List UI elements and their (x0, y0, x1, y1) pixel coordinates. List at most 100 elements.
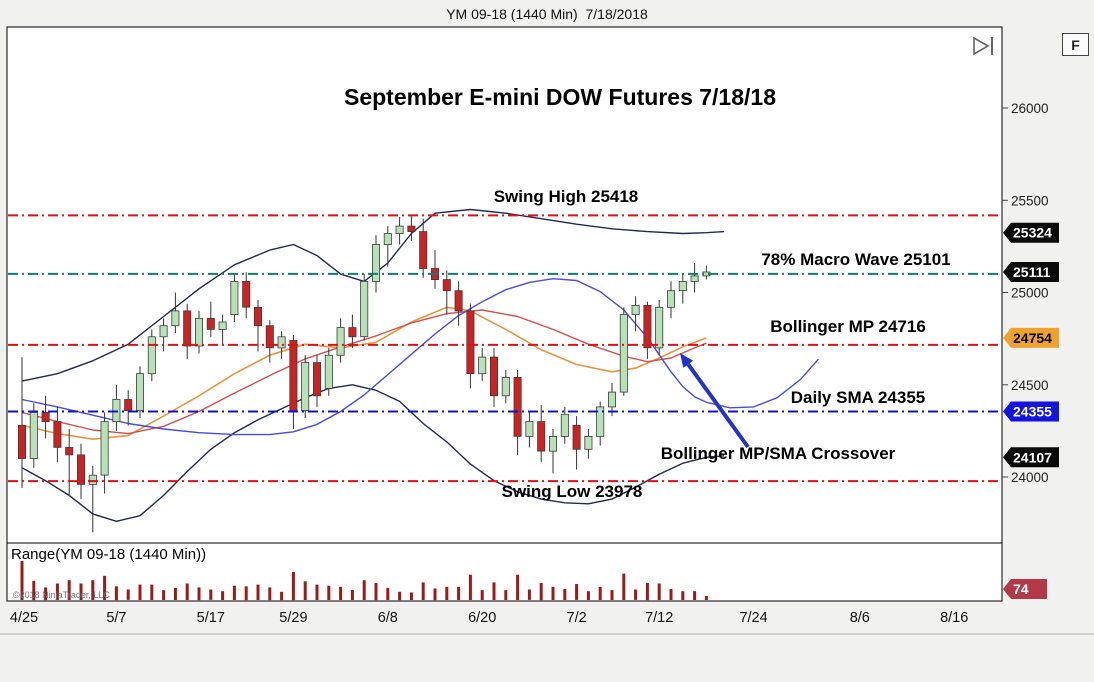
candle-5/2 (77, 454, 86, 485)
range-bar (256, 584, 260, 600)
range-bar (55, 583, 59, 600)
range-bar (421, 582, 425, 600)
range-bar (575, 584, 579, 600)
x-tick-label: 7/24 (739, 610, 767, 626)
annotation-chart-title[interactable]: September E-mini DOW Futures 7/18/18 (344, 84, 776, 110)
hline-label-daily-sma[interactable]: Daily SMA 24355 (791, 388, 926, 407)
candle-7/2 (572, 424, 581, 450)
candle-5/30 (301, 362, 310, 412)
y-tick-label: 26000 (1011, 101, 1049, 116)
candle-5/14 (171, 310, 180, 327)
x-tick-label: 6/8 (378, 610, 398, 626)
candle-5/25 (277, 336, 286, 349)
range-bar (657, 583, 661, 600)
candle-5/10 (147, 336, 156, 375)
range-bar (492, 582, 496, 600)
range-bar (197, 587, 201, 601)
range-bar (539, 583, 543, 601)
x-tick-label: 6/20 (468, 610, 496, 626)
candle-7/17 (690, 275, 699, 282)
range-bar (327, 585, 331, 600)
range-bar (91, 580, 95, 600)
f-button[interactable]: F (1062, 33, 1089, 56)
x-tick-label: 5/7 (106, 610, 126, 626)
candle-6/27 (537, 421, 546, 452)
candle-6/5 (348, 327, 357, 338)
candle-5/24 (265, 325, 274, 349)
go-to-end-icon[interactable] (971, 36, 997, 56)
overlay-ma-blue (21, 278, 820, 436)
y-tick-label: 24500 (1011, 378, 1049, 393)
candle-5/18 (218, 321, 227, 330)
price-marker-value: 74 (1013, 581, 1029, 597)
x-tick-label: 5/29 (279, 610, 307, 626)
range-bar (315, 584, 319, 600)
candle-5/1 (65, 447, 74, 456)
range-bar (114, 586, 118, 601)
candle-4/26 (29, 411, 38, 459)
hline-label-swing-low[interactable]: Swing Low 23978 (502, 482, 643, 501)
hline-label-macro-wave-78[interactable]: 78% Macro Wave 25101 (761, 250, 950, 269)
candle-6/4 (336, 327, 345, 356)
range-bar (457, 586, 461, 600)
candle-5/31 (312, 362, 321, 397)
candle-6/22 (501, 376, 510, 397)
crossover-arrow[interactable] (686, 363, 750, 449)
range-bar (162, 590, 166, 600)
hline-label-swing-high[interactable]: Swing High 25418 (494, 187, 639, 206)
candle-6/18 (454, 290, 463, 312)
x-tick-label: 5/17 (197, 610, 225, 626)
window-title: YM 09-18 (1440 Min) 7/18/2018 (446, 5, 648, 22)
candle-5/29 (289, 340, 298, 411)
candle-6/26 (525, 421, 534, 437)
candle-6/20 (478, 356, 487, 375)
price-marker-value: 24754 (1013, 330, 1052, 346)
overlay-bollinger-lower (21, 384, 725, 522)
candle-6/19 (466, 310, 475, 374)
candle-7/16 (678, 280, 687, 291)
candle-6/12 (407, 225, 416, 233)
x-tick-label: 8/16 (940, 610, 968, 626)
candle-5/4 (100, 421, 109, 476)
candle-6/8 (383, 233, 392, 246)
range-bar (693, 591, 697, 600)
candle-5/9 (135, 373, 144, 412)
range-bar (480, 590, 484, 600)
chart-border (6, 26, 1003, 602)
range-bar (280, 591, 284, 601)
candle-6/25 (513, 376, 522, 437)
price-marker-24107 (1003, 447, 1059, 468)
hline-label-bollinger-mp[interactable]: Bollinger MP 24716 (770, 317, 926, 336)
range-indicator-label: Range(YM 09-18 (1440 Min)) (11, 546, 207, 563)
overlay-sma-red (21, 309, 707, 435)
candle-7/6 (608, 391, 617, 408)
price-marker-24754 (1003, 327, 1059, 348)
candle-6/6 (360, 280, 369, 338)
window-title-bar: YM 09-18 (1440 Min) 7/18/2018 (0, 0, 1094, 27)
range-bar (221, 591, 225, 600)
range-bar (303, 581, 307, 600)
range-bar (32, 580, 36, 601)
y-tick-label: 25500 (1011, 193, 1049, 208)
x-tick-label: 7/12 (645, 610, 673, 626)
candle-7/12 (655, 306, 664, 349)
range-bar (563, 589, 567, 600)
range-bar (398, 591, 402, 601)
candle-7/10 (631, 304, 640, 315)
range-bar (598, 586, 602, 600)
y-tick-label: 25000 (1011, 286, 1049, 301)
range-bar (20, 561, 24, 600)
annotation-crossover-label[interactable]: Bollinger MP/SMA Crossover (661, 444, 896, 463)
candle-5/21 (230, 280, 239, 315)
price-marker-24355 (1003, 401, 1059, 422)
price-marker-value: 24355 (1013, 404, 1052, 420)
copyright-watermark: ©2018 NinjaTrader, LLC (13, 590, 110, 600)
range-bar (433, 588, 437, 601)
range-bar (645, 583, 649, 601)
range-bar (67, 580, 71, 600)
range-bar (445, 586, 449, 600)
candle-5/15 (183, 310, 192, 347)
range-bar (504, 590, 508, 600)
